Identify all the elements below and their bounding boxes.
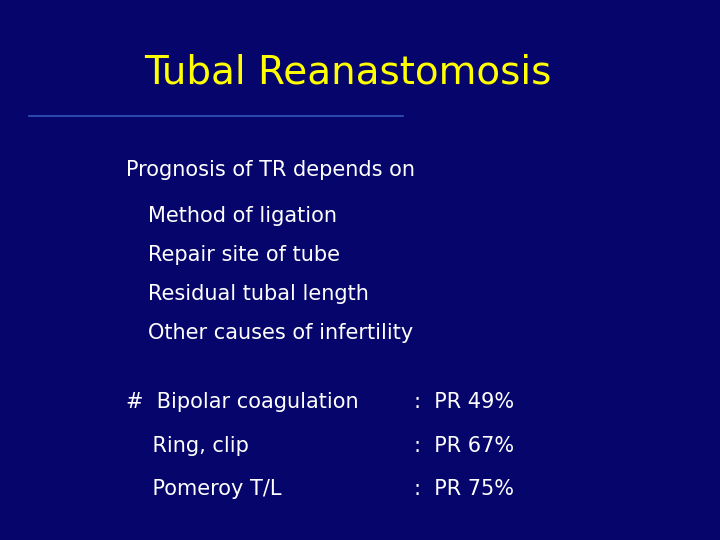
Text: :  PR 67%: : PR 67% <box>414 435 514 456</box>
Text: :  PR 75%: : PR 75% <box>414 478 514 499</box>
Text: Method of ligation: Method of ligation <box>148 206 337 226</box>
Text: Ring, clip: Ring, clip <box>126 435 249 456</box>
Text: Repair site of tube: Repair site of tube <box>148 245 340 265</box>
Text: Residual tubal length: Residual tubal length <box>148 284 369 304</box>
Text: #  Bipolar coagulation: # Bipolar coagulation <box>126 392 359 413</box>
Text: Other causes of infertility: Other causes of infertility <box>148 322 413 343</box>
Text: Tubal Reanastomosis: Tubal Reanastomosis <box>144 54 552 92</box>
Text: Prognosis of TR depends on: Prognosis of TR depends on <box>126 160 415 180</box>
Text: :  PR 49%: : PR 49% <box>414 392 514 413</box>
Text: Pomeroy T/L: Pomeroy T/L <box>126 478 282 499</box>
